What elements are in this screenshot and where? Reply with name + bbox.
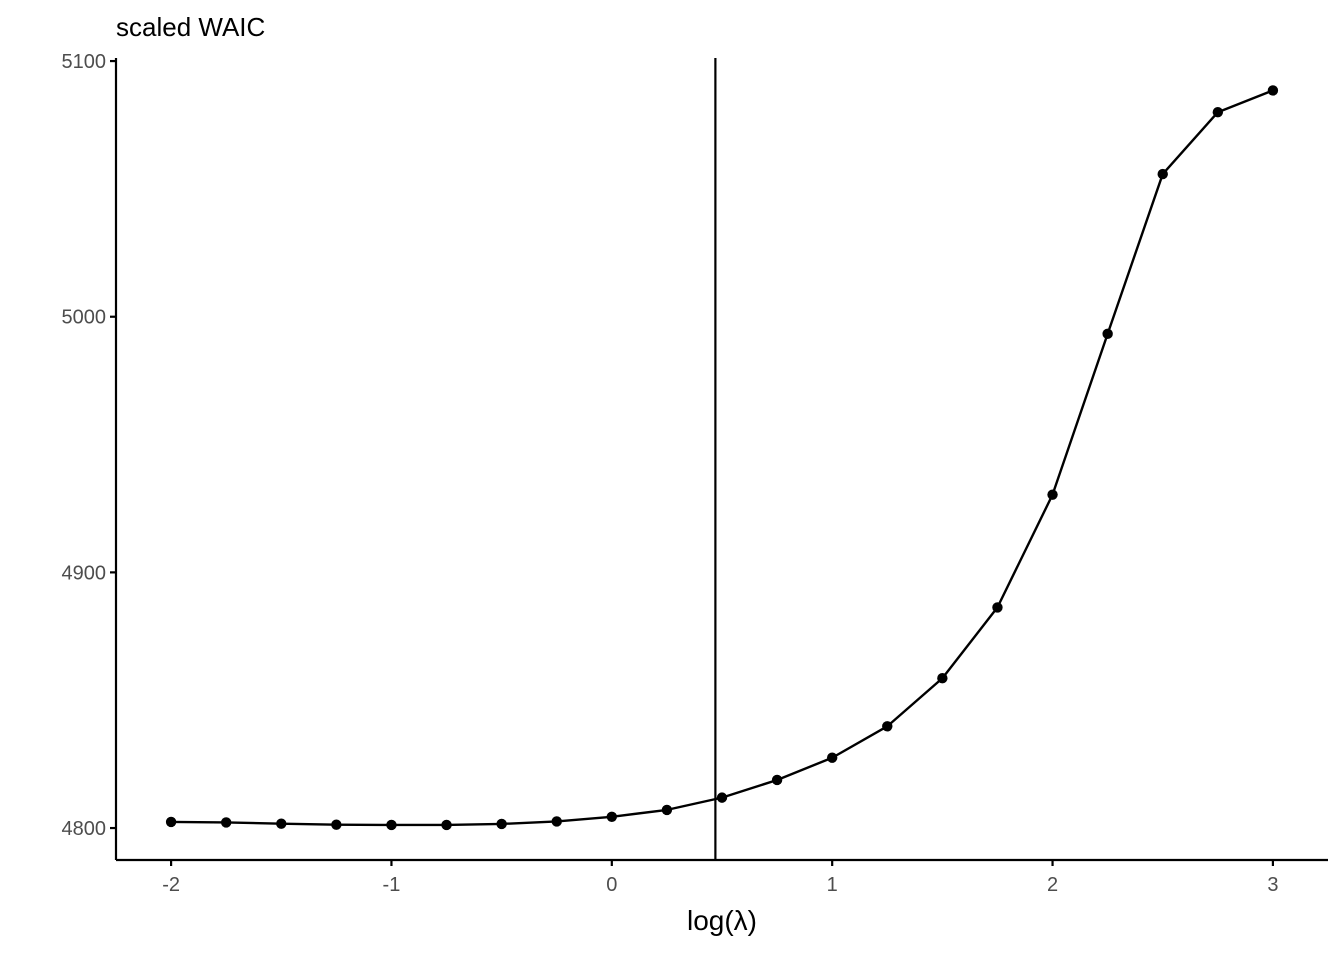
x-tick-label: 0 [606,874,617,896]
y-tick-label: 5000 [62,307,107,329]
data-point [1212,106,1224,118]
series-line [171,89,1274,827]
x-tick-label: 2 [1047,874,1058,896]
series-group [165,85,1279,831]
data-point [606,811,618,822]
y-tick-label: 4800 [62,818,107,840]
x-tick-label: 1 [827,874,838,896]
data-point [1047,489,1058,500]
data-point [276,818,287,829]
data-point [661,804,673,816]
data-point [496,818,507,830]
x-axis-title: log(λ) [687,905,757,936]
y-tick-label: 4900 [62,562,107,584]
data-point [992,602,1003,613]
x-tick-label: -2 [162,874,180,896]
data-point [551,816,562,827]
y-axis-ticks: 4800 4900 5000 5100 [62,51,116,840]
x-axis-ticks: -2 -1 0 1 2 3 [162,860,1278,896]
data-point [386,819,397,831]
data-point [165,816,177,828]
data-point [1267,85,1279,96]
data-point [1157,168,1168,180]
x-tick-label: 3 [1267,874,1278,896]
data-point [331,819,342,830]
chart-title: scaled WAIC [116,12,265,42]
x-tick-label: -1 [383,874,401,896]
data-point [937,673,948,684]
data-point [220,817,232,828]
data-point [441,819,452,831]
data-point [716,792,728,803]
data-point [826,752,838,763]
y-tick-label: 5100 [62,51,107,73]
data-point [771,774,783,786]
data-point [882,721,893,732]
data-point [1102,328,1113,340]
